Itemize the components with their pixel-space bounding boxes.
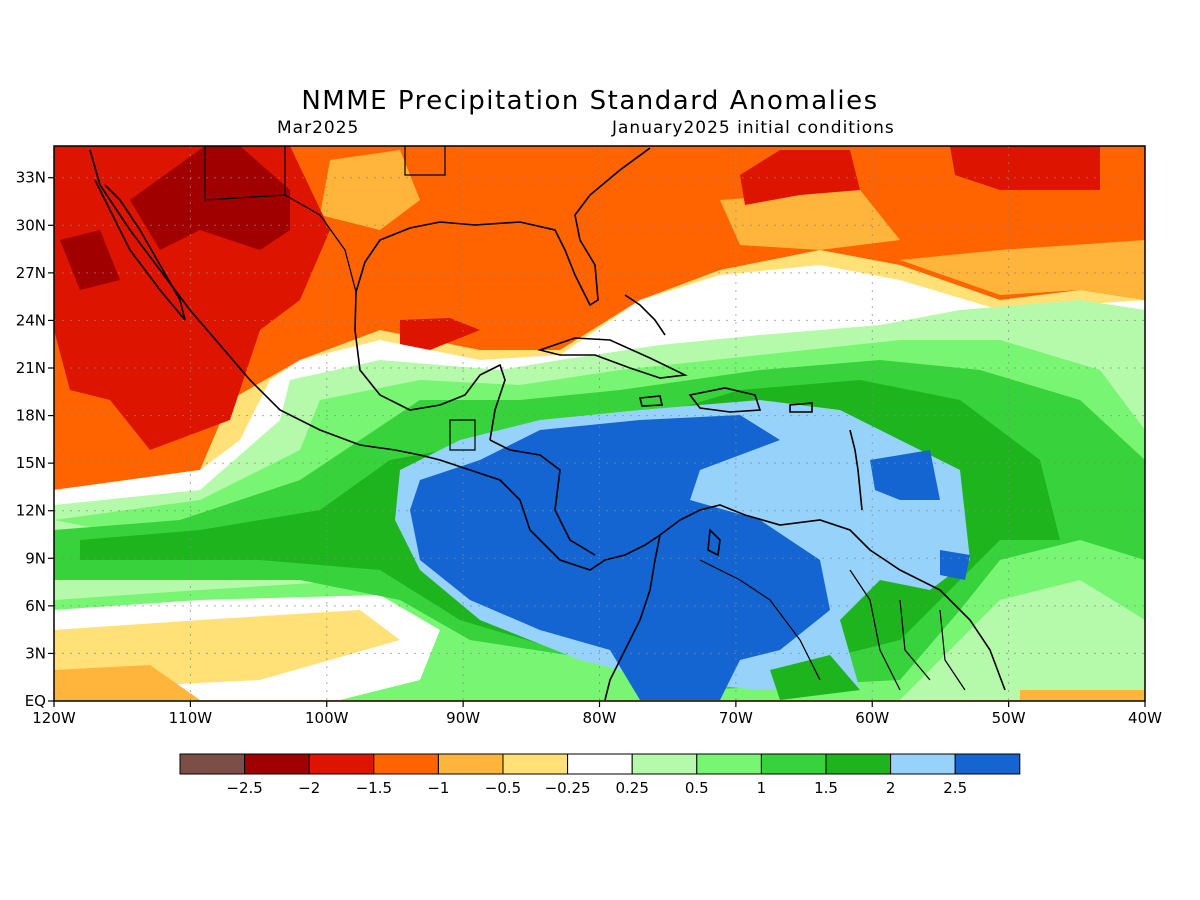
colorbar-label: 0.25 [615, 779, 648, 797]
lon-tick-label: 100W [305, 709, 349, 727]
colorbar-label: 1.5 [814, 779, 838, 797]
lon-tick-label: 110W [169, 709, 213, 727]
lon-tick-label: 120W [32, 709, 76, 727]
lat-tick-label: 33N [16, 169, 46, 187]
lat-tick-label: EQ [25, 692, 46, 710]
initial-conditions: January2025 initial conditions [612, 118, 895, 138]
lon-tick-label: 70W [719, 709, 753, 727]
anomaly-field [54, 146, 1145, 701]
lon-tick-label: 60W [855, 709, 889, 727]
colorbar-swatch [308, 753, 375, 775]
coastlines [89, 147, 1006, 701]
lon-tick-label: 50W [992, 709, 1026, 727]
lat-tick-label: 15N [16, 454, 46, 472]
colorbar-swatch [567, 753, 633, 775]
map-title: NMME Precipitation Standard Anomalies [301, 86, 879, 116]
colorbar-label: 2 [886, 779, 896, 797]
colorbar-swatch [244, 753, 310, 775]
lat-tick-label: 27N [16, 264, 46, 282]
lon-tick-label: 90W [446, 709, 480, 727]
lat-tick-label: 21N [16, 359, 46, 377]
lon-tick-label: 80W [583, 709, 617, 727]
colorbar-label: 2.5 [943, 779, 967, 797]
lat-tick-label: 9N [25, 549, 46, 567]
colorbar-swatch [825, 753, 892, 775]
colorbar-label: −0.25 [545, 779, 591, 797]
colorbar-swatch [179, 753, 246, 775]
political-borders [204, 146, 966, 691]
lat-tick-label: 3N [25, 644, 46, 662]
lon-tick-label: 40W [1128, 709, 1162, 727]
colorbar-label: −2 [298, 779, 320, 797]
colorbar-label: 0.5 [685, 779, 709, 797]
colorbar-swatch [502, 753, 569, 775]
colorbar-label: −0.5 [485, 779, 521, 797]
colorbar-label: 1 [757, 779, 767, 797]
colorbar: −2.5 −2 −1.5 −1 −0.5 −0.25 0.25 0.5 1 1.5 2 2.5 [179, 753, 1021, 797]
colorbar-swatch [437, 753, 504, 775]
colorbar-swatch [890, 753, 956, 775]
colorbar-swatch [954, 753, 1021, 775]
colorbar-swatch [373, 753, 439, 775]
lat-tick-label: 30N [16, 216, 46, 234]
forecast-month: Mar2025 [277, 118, 360, 138]
lat-tick-label: 12N [16, 502, 46, 520]
latitude-axis: EQ 3N 6N 9N 12N 15N 18N 21N 24N 27N 30N 33N [16, 169, 54, 710]
longitude-axis: 120W 110W 100W 90W 80W 70W 60W 50W 40W [32, 701, 1162, 727]
colorbar-label: −2.5 [226, 779, 262, 797]
colorbar-swatch [696, 753, 762, 775]
colorbar-label: −1.5 [356, 779, 392, 797]
lat-tick-label: 24N [16, 311, 46, 329]
graticule [54, 146, 1145, 701]
colorbar-swatch [760, 753, 827, 775]
colorbar-label: −1 [427, 779, 449, 797]
lat-tick-label: 6N [25, 597, 46, 615]
lat-tick-label: 18N [16, 407, 46, 425]
colorbar-swatch [631, 753, 698, 775]
